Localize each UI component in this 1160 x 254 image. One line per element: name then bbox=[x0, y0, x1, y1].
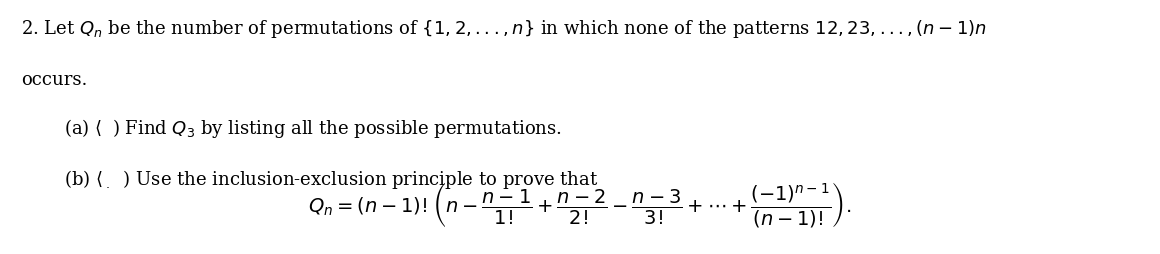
Text: $Q_n = (n-1)!\left(n - \dfrac{n-1}{1!} + \dfrac{n-2}{2!} - \dfrac{n-3}{3!} + \cd: $Q_n = (n-1)!\left(n - \dfrac{n-1}{1!} +… bbox=[309, 180, 851, 229]
Text: 2. Let $Q_n$ be the number of permutations of $\{1, 2, ..., n\}$ in which none o: 2. Let $Q_n$ be the number of permutatio… bbox=[21, 18, 987, 40]
Text: occurs.: occurs. bbox=[21, 71, 87, 89]
Text: (a) $\langle\;$ ) Find $Q_3$ by listing all the possible permutations.: (a) $\langle\;$ ) Find $Q_3$ by listing … bbox=[64, 117, 561, 140]
Text: (b) $\langle\,_{.}\;$ ) Use the inclusion-exclusion principle to prove that: (b) $\langle\,_{.}\;$ ) Use the inclusio… bbox=[64, 168, 599, 190]
